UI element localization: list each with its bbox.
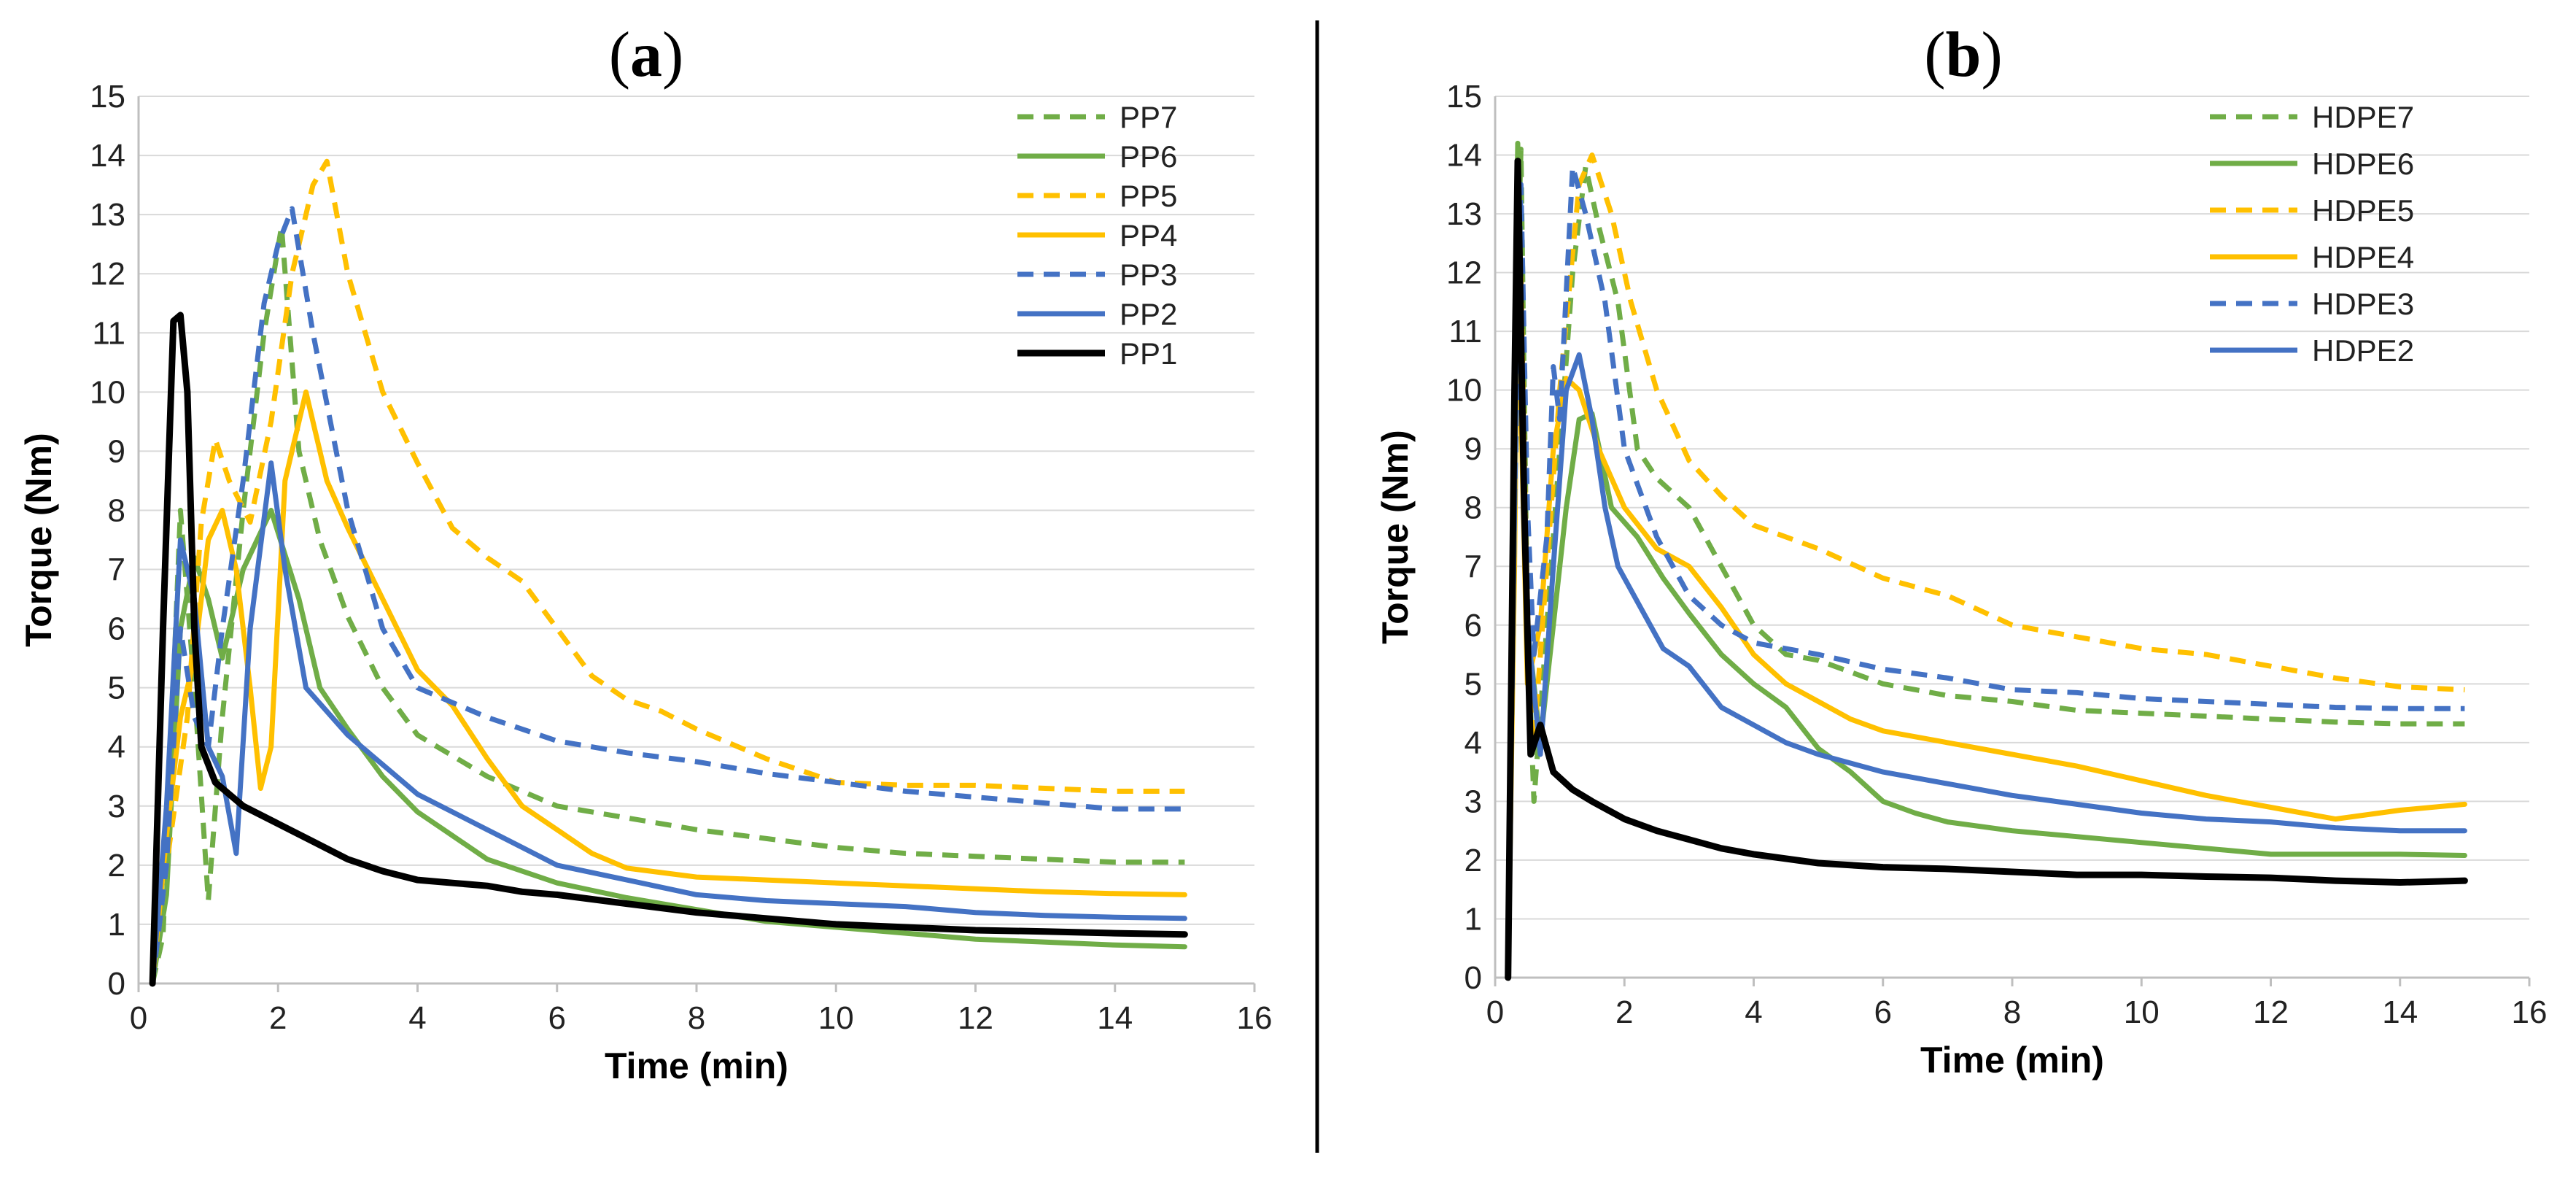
series-line-hdpe5 [1505,152,2465,978]
y-tick-label-a-3: 3 [108,789,125,824]
x-tick-label-b-5: 10 [2124,994,2160,1030]
y-tick-label-a-12: 12 [90,256,125,292]
x-tick-label-a-8: 16 [1237,1000,1273,1036]
y-tick-label-b-14: 14 [1446,138,1482,174]
y-tick-label-a-6: 6 [108,611,125,647]
x-tick-label-b-7: 14 [2382,994,2418,1030]
y-tick-label-b-6: 6 [1464,608,1482,643]
y-tick-label-b-8: 8 [1464,490,1482,526]
y-tick-label-b-12: 12 [1446,255,1482,291]
y-tick-label-a-11: 11 [92,315,125,351]
y-tick-label-b-0: 0 [1464,960,1482,996]
y-tick-label-b-10: 10 [1446,373,1482,409]
y-tick-label-a-5: 5 [108,670,125,706]
x-tick-label-a-0: 0 [130,1000,147,1036]
x-tick-label-b-1: 2 [1615,994,1633,1030]
y-tick-label-a-9: 9 [108,433,125,469]
series-line-hdpe3 [1505,164,2465,978]
x-tick-label-a-5: 10 [818,1000,854,1036]
legend-label-hdpe2: HDPE2 [2312,333,2414,368]
series-line-pp4 [150,389,1187,986]
y-tick-label-a-7: 7 [108,552,125,588]
y-axis-title-b: Torque (Nm) [1375,430,1416,643]
x-tick-label-b-3: 6 [1874,994,1892,1030]
y-tick-label-a-0: 0 [108,966,125,1002]
panel-b-letter: b [1946,20,1982,90]
legend-label-pp3: PP3 [1120,258,1177,292]
y-tick-label-b-1: 1 [1464,901,1482,937]
y-tick-label-a-2: 2 [108,848,125,884]
y-tick-label-b-7: 7 [1464,549,1482,584]
y-tick-label-a-8: 8 [108,492,125,528]
x-tick-label-b-4: 8 [2003,994,2021,1030]
panel-a-title: (a) [609,20,684,90]
x-tick-label-a-6: 12 [958,1000,993,1036]
y-tick-label-b-4: 4 [1464,725,1482,761]
legend-label-pp6: PP6 [1120,139,1177,174]
series-line-pp3 [150,206,1185,984]
x-tick-label-b-6: 12 [2253,994,2289,1030]
x-tick-label-b-2: 4 [1745,994,1762,1030]
y-tick-label-b-2: 2 [1464,843,1482,878]
x-tick-label-a-1: 2 [269,1000,287,1036]
legend-label-pp5: PP5 [1120,179,1177,213]
y-tick-label-a-4: 4 [108,730,125,765]
legend-label-hdpe5: HDPE5 [2312,193,2414,228]
legend-label-hdpe7: HDPE7 [2312,100,2414,134]
x-axis-title-a: Time (min) [605,1045,788,1086]
y-axis-title-a: Torque (Nm) [18,433,59,646]
series-line-hdpe7 [1505,147,2465,978]
y-tick-label-b-15: 15 [1446,79,1482,115]
y-tick-label-a-13: 13 [90,197,125,233]
legend-label-hdpe6: HDPE6 [2312,147,2414,181]
x-tick-label-a-2: 4 [408,1000,426,1036]
series-line-pp6 [150,508,1187,986]
y-tick-label-b-13: 13 [1446,196,1482,232]
x-tick-label-a-4: 8 [688,1000,705,1036]
legend-label-pp7: PP7 [1120,100,1177,134]
legend-label-pp2: PP2 [1120,297,1177,331]
legend-label-pp1: PP1 [1120,336,1177,371]
series-line-pp7 [150,223,1185,984]
series-line-hdpe1 [1505,158,2468,981]
y-tick-label-b-3: 3 [1464,784,1482,819]
legend-label-hdpe4: HDPE4 [2312,240,2414,274]
panel-b-title: (b) [1924,20,2003,90]
y-tick-label-a-14: 14 [90,138,125,174]
x-tick-label-b-8: 16 [2512,994,2548,1030]
x-tick-label-a-7: 14 [1097,1000,1133,1036]
series-line-hdpe2 [1505,164,2467,981]
x-tick-label-a-3: 6 [548,1000,566,1036]
x-tick-label-b-0: 0 [1486,994,1504,1030]
y-tick-label-a-1: 1 [108,907,125,943]
y-tick-label-b-9: 9 [1464,431,1482,467]
panel-a-letter: a [630,20,662,90]
series-line-pp1 [149,312,1188,987]
y-tick-label-a-15: 15 [90,79,125,115]
y-tick-label-b-5: 5 [1464,666,1482,702]
series-line-pp2 [150,460,1187,986]
y-tick-label-b-11: 11 [1448,314,1482,349]
y-tick-label-a-10: 10 [90,374,125,410]
legend-label-hdpe3: HDPE3 [2312,287,2414,321]
x-axis-title-b: Time (min) [1920,1040,2104,1081]
legend-label-pp4: PP4 [1120,218,1177,252]
